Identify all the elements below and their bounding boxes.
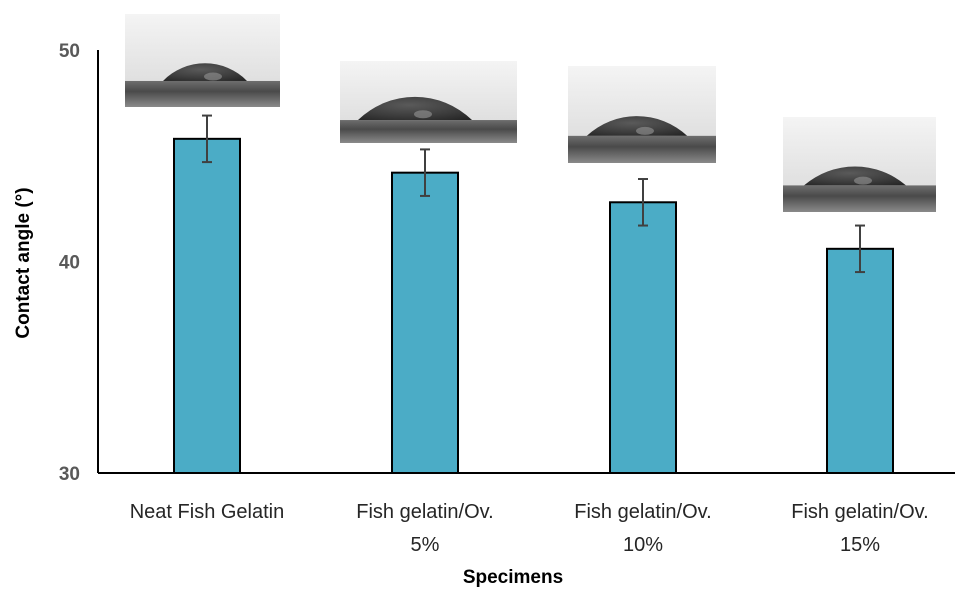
droplet-images [125,14,936,212]
error-bar-1 [420,148,430,197]
error-bars [202,114,865,274]
y-axis-ticks: 30 40 50 [59,41,80,485]
x-tick-label-3-line-0: Fish gelatin/Ov. [791,501,928,523]
x-tick-label-1-line-0: Fish gelatin/Ov. [356,501,493,523]
y-tick-label-50: 50 [59,41,80,62]
y-tick-label-40: 40 [59,253,80,274]
x-tick-label-1-line-1: 5% [411,534,440,556]
x-tick-label-2-line-1: 10% [623,534,663,556]
droplet-image-neat [125,14,280,107]
x-tick-label-0-line-0: Neat Fish Gelatin [130,501,285,523]
bar-2 [609,201,677,474]
error-bar-2 [638,178,648,227]
error-bar-0 [202,114,212,164]
x-tick-label-2-line-0: Fish gelatin/Ov. [574,501,711,523]
x-axis-title: Specimens [463,567,563,588]
bar-1 [391,171,459,474]
y-tick-label-30: 30 [59,464,80,485]
droplet-image-10 [568,66,716,163]
bar-0 [173,137,241,475]
error-bar-3 [855,224,865,274]
bar-3 [826,247,894,474]
droplet-image-5 [340,61,517,143]
x-tick-label-3-line-1: 15% [840,534,880,556]
x-axis-category-labels: Neat Fish Gelatin Fish gelatin/Ov. 5% Fish … [130,501,929,556]
droplet-image-15 [783,117,936,212]
y-axis-title: Contact angle (°) [13,187,34,338]
